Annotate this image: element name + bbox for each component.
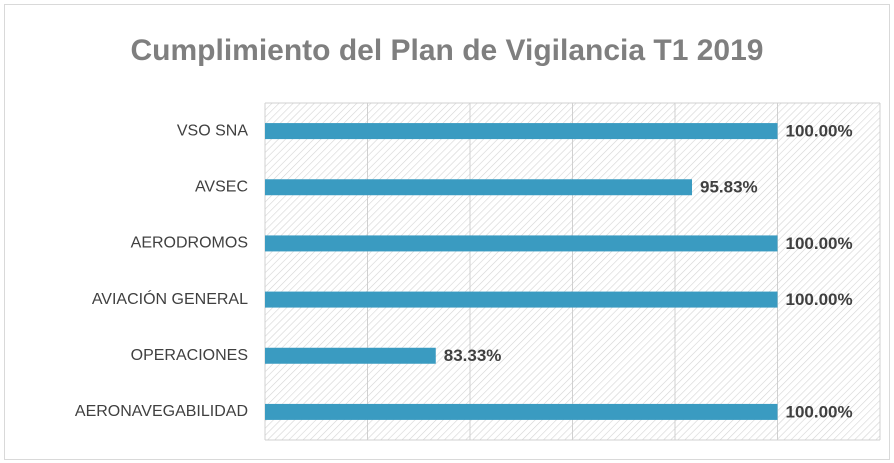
y-tick-label: VSO SNA [177,122,248,139]
y-tick-label: AVIACIÓN GENERAL [92,289,248,308]
y-tick-label: AERONAVEGABILIDAD [75,403,248,420]
data-label: 100.00% [786,402,853,421]
data-label: 83.33% [444,346,502,365]
data-label: 95.83% [700,178,758,197]
bar [265,123,778,140]
bar [265,403,778,420]
chart-title: Cumplimiento del Plan de Vigilancia T1 2… [131,34,764,67]
y-tick-label: AVSEC [195,178,248,195]
bar [265,291,778,308]
data-label: 100.00% [786,290,853,309]
bar [265,235,778,252]
data-label: 100.00% [786,234,853,253]
bar [265,179,693,196]
data-label: 100.00% [786,122,853,141]
bar [265,347,436,364]
y-tick-label: AERODROMOS [131,235,248,252]
y-tick-label: OPERACIONES [131,347,248,364]
